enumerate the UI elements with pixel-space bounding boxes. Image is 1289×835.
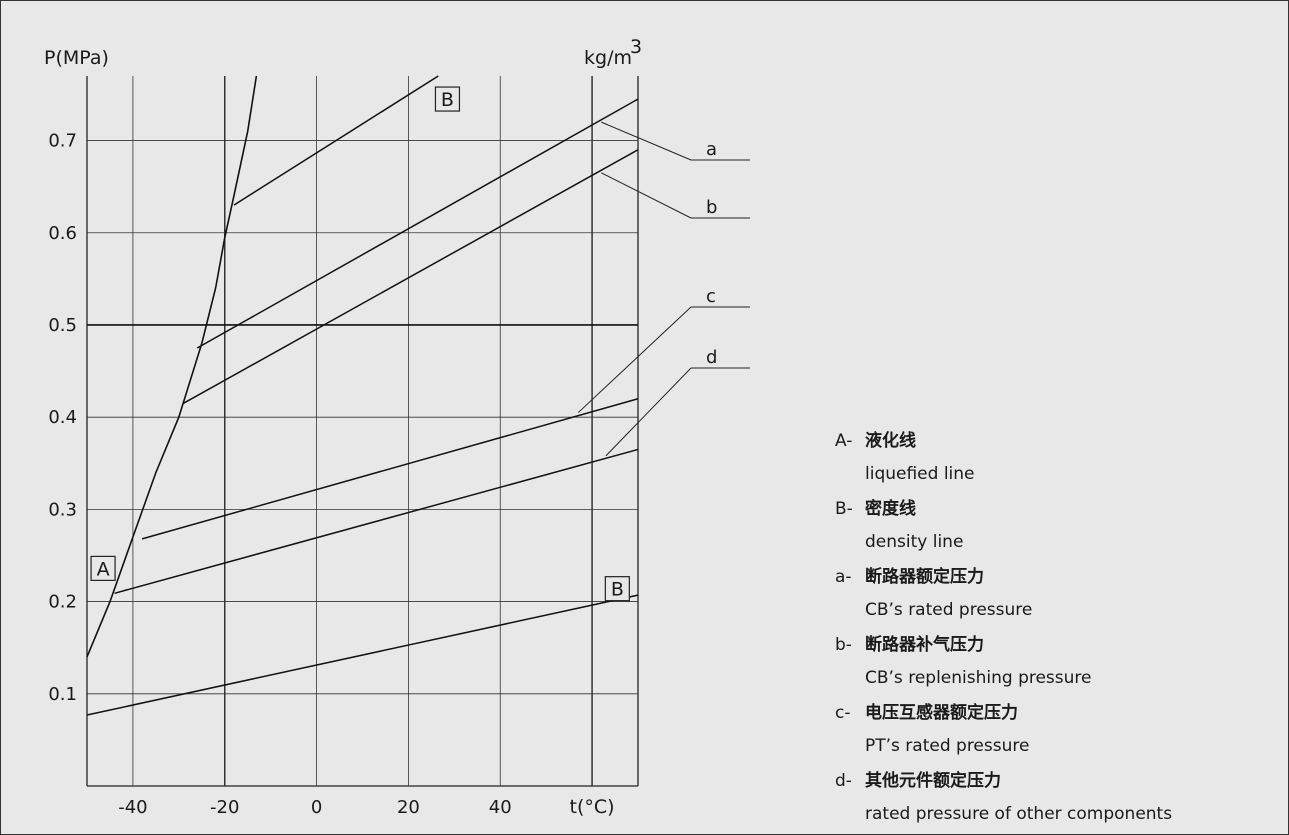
x-tick-label: 0 — [311, 797, 322, 818]
legend-en-label: rated pressure of other components — [865, 804, 1172, 824]
callout-label: d — [706, 347, 717, 368]
legend-en-label: CB’s replenishing pressure — [865, 668, 1092, 688]
legend-zh-label: 电压互感器额定压力 — [865, 702, 1018, 723]
x-tick-label: 40 — [489, 797, 512, 818]
y-tick-label: 0.7 — [48, 131, 77, 152]
legend-en-label: liquefied line — [865, 464, 975, 484]
box-label: A — [97, 558, 110, 580]
density-line — [86, 594, 639, 716]
box-label-frame — [90, 555, 116, 581]
density-line — [183, 149, 639, 404]
callout-leader — [601, 121, 692, 161]
y-tick-label: 0.4 — [48, 407, 77, 428]
legend-en-label: PT’s rated pressure — [865, 736, 1029, 756]
callout-label: c — [706, 286, 716, 307]
y-tick-label: 0.6 — [48, 223, 77, 244]
box-label: B — [441, 89, 454, 111]
legend-code: a- — [835, 567, 852, 587]
legend-code: b- — [835, 635, 852, 655]
legend-zh-label: 密度线 — [865, 498, 916, 519]
legend-en-label: CB’s rated pressure — [865, 600, 1032, 620]
legend-zh-label: 液化线 — [865, 430, 916, 451]
callout-label: b — [706, 197, 717, 218]
legend-code: c- — [835, 703, 850, 723]
legend-zh-label: 断路器补气压力 — [865, 634, 984, 655]
callout-leader — [577, 306, 692, 413]
callout-leader — [601, 172, 692, 219]
y-tick-label: 0.3 — [48, 499, 77, 520]
y-tick-label: 0.1 — [48, 684, 77, 705]
grid — [86, 76, 639, 787]
legend-code: A- — [835, 431, 852, 451]
box-label-frame — [434, 86, 461, 112]
legend-zh-label: 其他元件额定压力 — [865, 770, 1001, 791]
liquefied-line — [86, 75, 258, 658]
right-unit-superscript: 3 — [630, 36, 642, 58]
legend-en-label: density line — [865, 532, 963, 552]
x-tick-label: -20 — [210, 797, 239, 818]
density-line — [233, 75, 439, 206]
legend-code: d- — [835, 771, 852, 791]
y-tick-label: 0.2 — [48, 592, 77, 613]
x-tick-label: -40 — [118, 797, 147, 818]
legend-code: B- — [835, 499, 853, 519]
callout-label: a — [706, 139, 717, 160]
x-axis-unit: t(°C) — [570, 796, 615, 818]
callout-leader — [605, 367, 692, 457]
right-unit-label: kg/m — [584, 47, 632, 69]
box-label: B — [611, 579, 624, 601]
chart-labels: 0.1 0.2 0.3 0.4 0.5 0.6 0.7 -40 -20 0 20 40 t(°C) P(M… — [44, 36, 717, 818]
y-tick-label: 0.5 — [48, 315, 77, 336]
box-label-frame — [604, 576, 630, 602]
legend-zh-label: 断路器额定压力 — [865, 566, 984, 587]
y-axis-label: P(MPa) — [44, 47, 109, 69]
density-line — [114, 448, 639, 595]
density-line — [141, 398, 639, 540]
density-line — [196, 98, 639, 349]
chart-lines — [86, 75, 750, 716]
legend: A- 液化线 liquefied line B- 密度线 density line a- 断路… — [835, 430, 1172, 824]
x-tick-label: 20 — [397, 797, 420, 818]
